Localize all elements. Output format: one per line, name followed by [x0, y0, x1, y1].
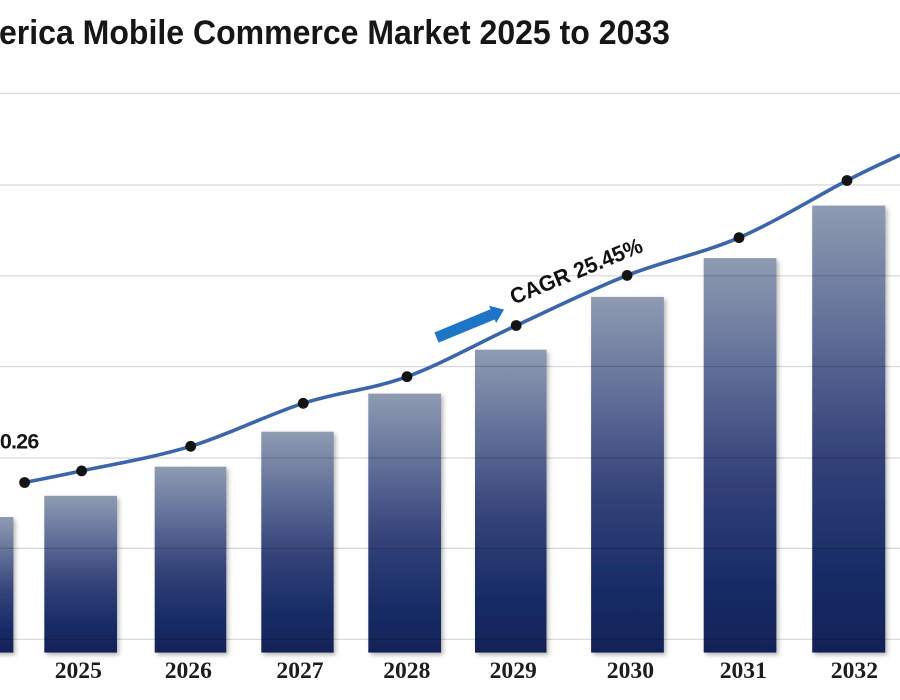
svg-text:2030: 2030	[607, 658, 654, 684]
svg-text:2028: 2028	[383, 658, 430, 684]
svg-text:2026: 2026	[165, 658, 212, 684]
svg-text:2032: 2032	[831, 658, 878, 684]
svg-text:erica Mobile Commerce Market 2: erica Mobile Commerce Market 2025 to 203…	[0, 14, 670, 52]
svg-text:2025: 2025	[55, 658, 102, 684]
svg-text:0.26: 0.26	[0, 429, 39, 453]
svg-text:2027: 2027	[276, 658, 323, 684]
svg-text:2031: 2031	[720, 658, 767, 684]
svg-text:2029: 2029	[490, 658, 537, 684]
